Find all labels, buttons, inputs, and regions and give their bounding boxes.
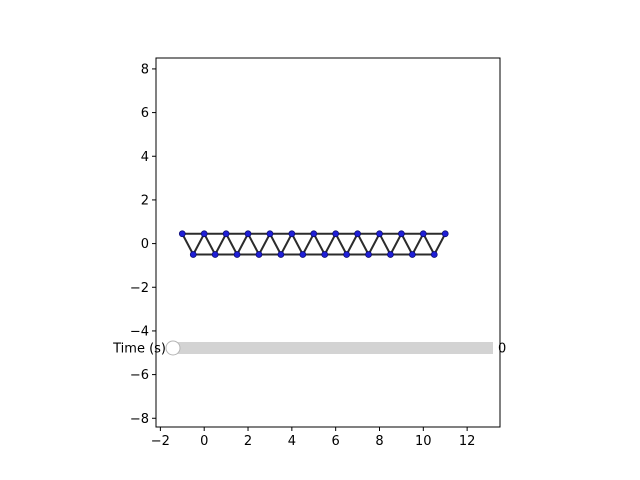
truss-member [257, 232, 271, 256]
truss-node [387, 251, 394, 258]
truss-node [441, 230, 449, 238]
truss-node [266, 230, 274, 238]
truss-member [367, 232, 381, 256]
x-tick-label: −2 [151, 434, 170, 449]
truss-member [323, 232, 337, 256]
y-tick-label: −8 [130, 412, 149, 427]
truss-node [222, 230, 230, 238]
truss-member [422, 232, 436, 256]
truss-member [400, 232, 414, 256]
truss-node [255, 251, 263, 258]
y-axis: −8 −6 −4 −2 0 2 4 6 8 [130, 62, 156, 427]
x-tick-label: 2 [244, 434, 252, 449]
axes-frame [155, 57, 501, 428]
truss-node [430, 251, 438, 258]
x-tick-label: 12 [459, 434, 476, 449]
y-tick-label: −2 [130, 281, 149, 296]
truss-node [200, 230, 208, 238]
truss-member [181, 232, 195, 256]
truss-node [419, 230, 427, 238]
x-tick-label: 0 [200, 434, 208, 449]
truss-member [279, 232, 293, 256]
slider-value: 0 [498, 342, 506, 357]
truss-member [356, 232, 370, 256]
y-tick-label: −6 [130, 368, 149, 383]
truss-node [277, 251, 285, 258]
y-tick-label: 6 [141, 106, 149, 121]
truss-member [247, 232, 260, 256]
truss-node [178, 230, 186, 238]
truss-member [345, 232, 359, 256]
truss-member [290, 232, 304, 256]
truss-node [299, 251, 307, 258]
truss-node [354, 230, 361, 238]
x-tick-label: 6 [332, 434, 340, 449]
truss-member [236, 232, 250, 256]
truss-node [376, 230, 383, 238]
truss-member [411, 232, 425, 256]
truss-node [233, 251, 241, 258]
y-tick-label: 8 [141, 62, 149, 77]
truss-member [389, 232, 403, 256]
time-slider[interactable]: Time (s) 0 [112, 340, 506, 357]
truss-node [310, 230, 318, 238]
slider-handle[interactable] [165, 340, 181, 356]
truss-node [211, 251, 219, 258]
truss-node [189, 251, 197, 258]
truss-member [203, 232, 217, 256]
y-tick-label: 4 [141, 150, 149, 165]
truss-member [378, 232, 392, 256]
truss-node [343, 251, 350, 258]
truss-member [334, 232, 348, 256]
truss-member [225, 232, 239, 256]
truss-node [398, 230, 405, 238]
truss-members [181, 232, 447, 256]
x-tick-label: 8 [375, 434, 383, 449]
truss-member [268, 232, 282, 256]
truss-node [321, 251, 329, 258]
y-tick-label: 2 [141, 193, 149, 208]
truss-node [244, 230, 252, 238]
y-tick-label: −4 [130, 324, 149, 339]
truss-member [192, 232, 206, 256]
truss-node [288, 230, 296, 238]
truss-member [312, 232, 326, 256]
truss-member [301, 232, 315, 256]
truss-node [365, 251, 372, 258]
x-axis: −2 0 2 4 6 8 10 12 [151, 427, 476, 449]
truss-node [409, 251, 416, 258]
y-tick-label: 0 [141, 237, 149, 252]
x-tick-label: 10 [415, 434, 432, 449]
slider-track[interactable] [173, 342, 493, 354]
truss-nodes [178, 230, 449, 258]
slider-label: Time (s) [112, 342, 166, 357]
x-tick-label: 4 [288, 434, 296, 449]
truss-member [214, 232, 228, 256]
truss-node [332, 230, 340, 238]
truss-member [433, 232, 447, 256]
